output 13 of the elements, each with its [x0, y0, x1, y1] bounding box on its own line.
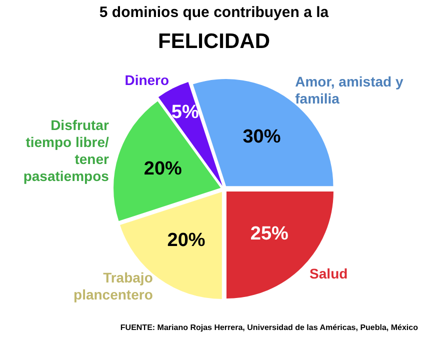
- chart-title: 5 dominios que contribuyen a la: [98, 4, 330, 21]
- data-label: 20%: [167, 230, 206, 252]
- slice-label: Amor, amistad y familia: [295, 73, 404, 106]
- data-label: 25%: [250, 224, 289, 245]
- source-note: FUENTE: Mariano Rojas Herrera, Universidad de las Américas, Puebla, México: [120, 323, 418, 332]
- chart-subtitle: FELICIDAD: [157, 30, 271, 54]
- data-label: 30%: [242, 126, 281, 148]
- slice-label: Dinero: [124, 72, 170, 88]
- slice-label: Disfrutar tiempo libre/ tener pasatiempos: [23, 116, 110, 184]
- data-label: 20%: [144, 158, 182, 180]
- slice-label: Salud: [310, 265, 348, 282]
- slice-label: Trabajo plancentero: [74, 269, 153, 302]
- data-label: 5%: [171, 102, 199, 123]
